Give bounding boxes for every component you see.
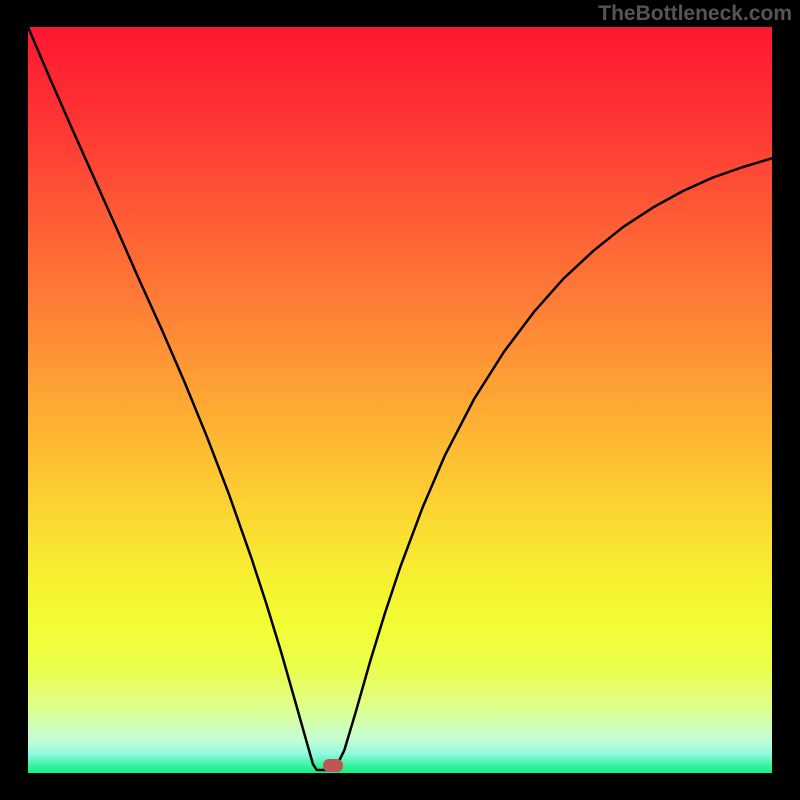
chart-background (28, 27, 772, 773)
watermark: TheBottleneck.com (598, 2, 792, 26)
chart-canvas (0, 0, 800, 800)
curve-marker (323, 759, 343, 772)
